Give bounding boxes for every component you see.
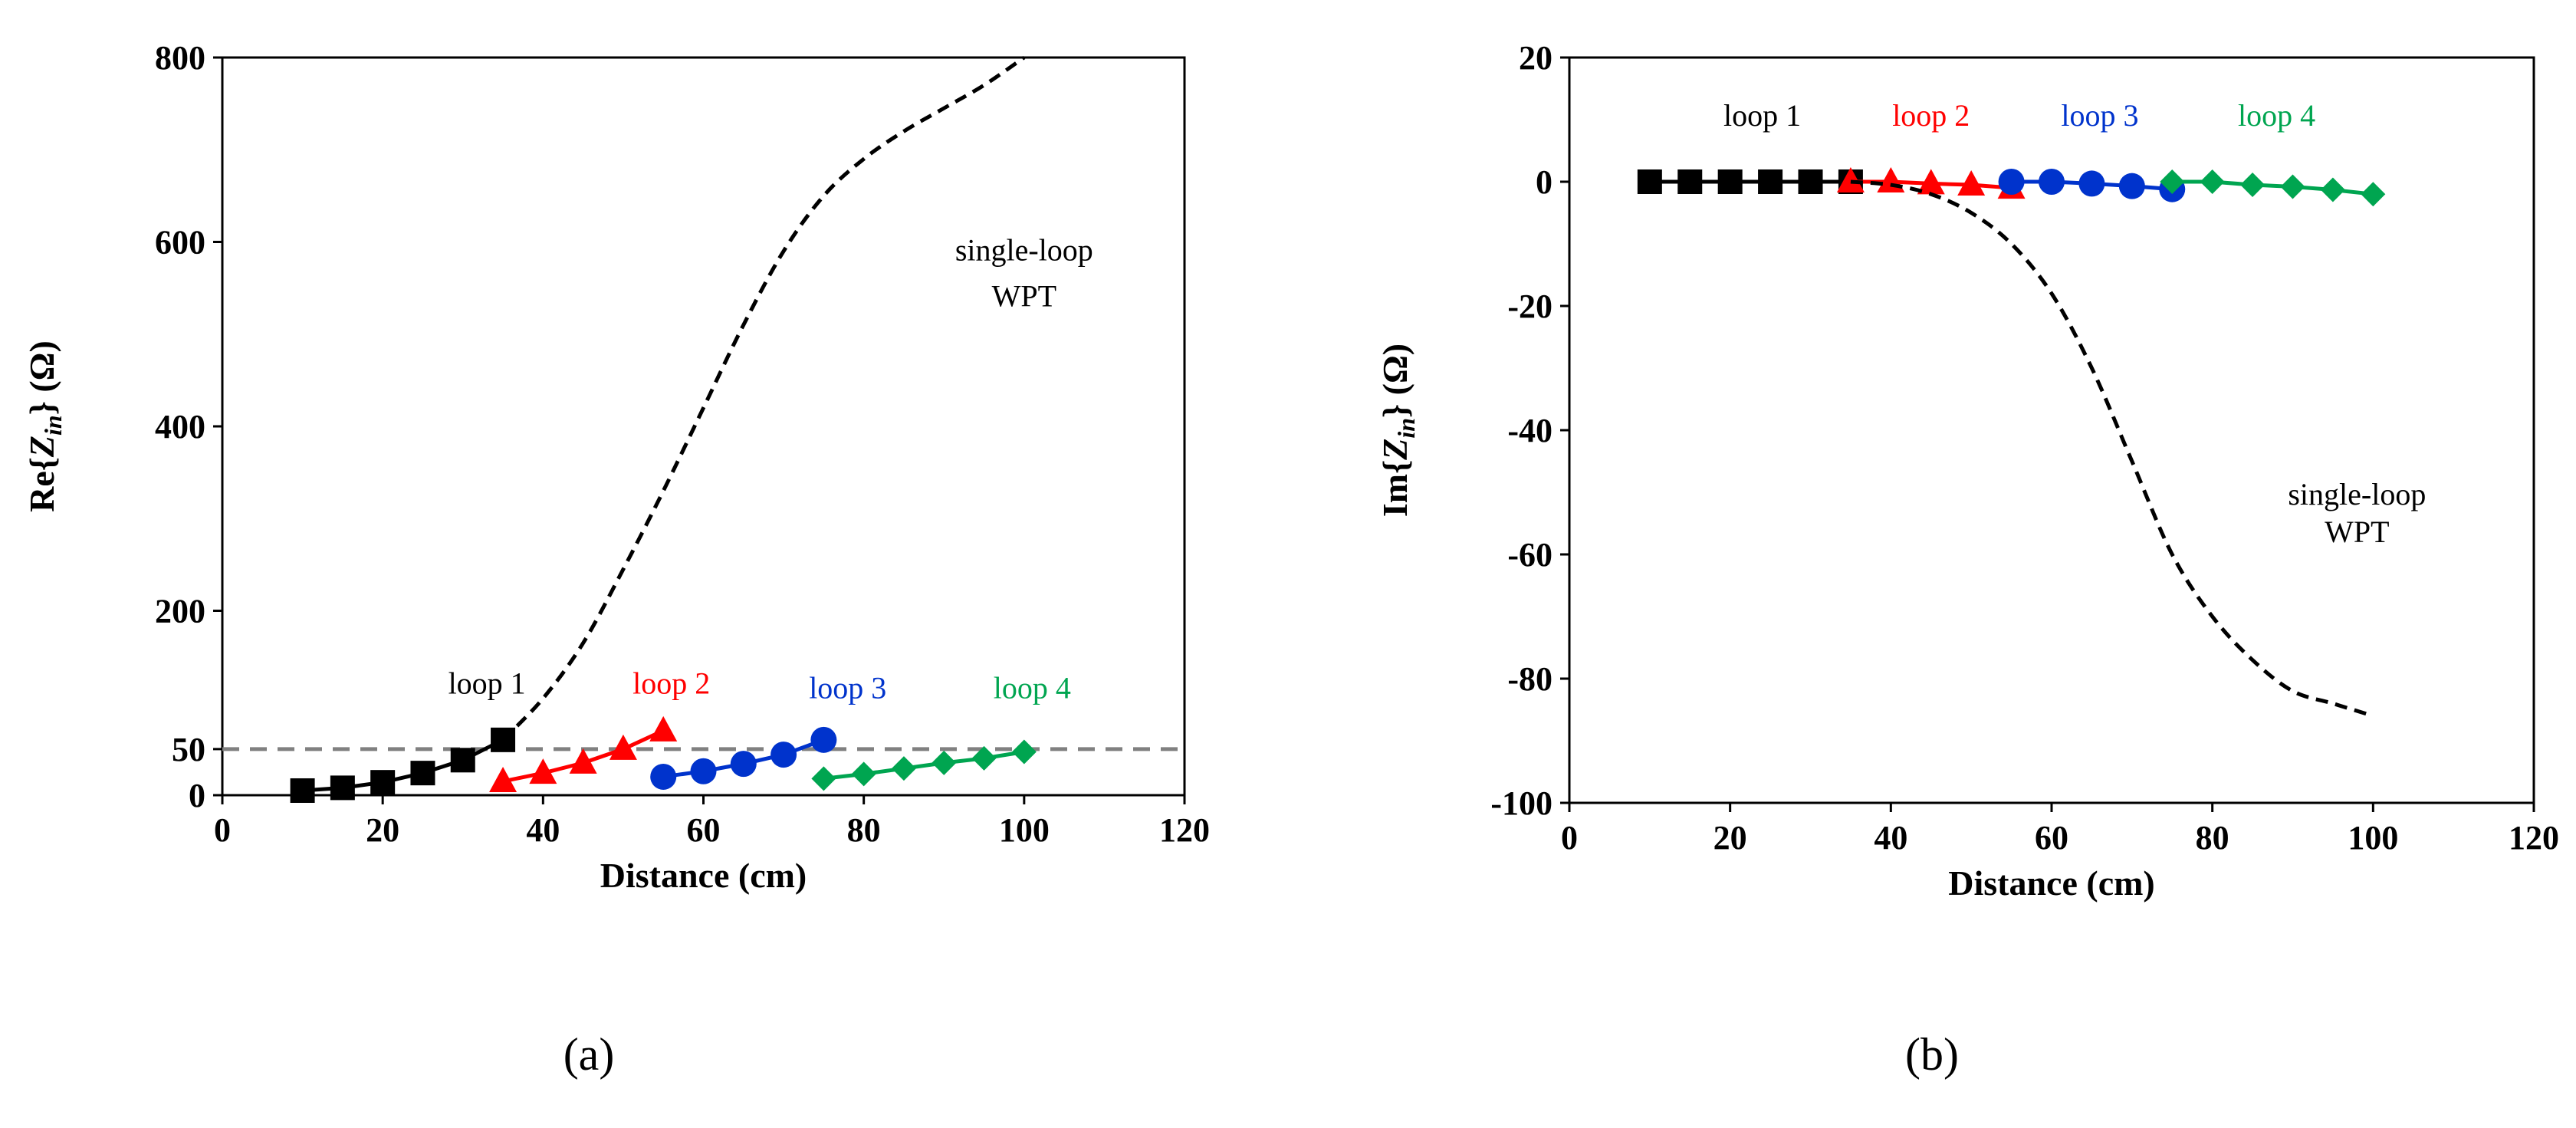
data-point-loop-3 — [1998, 169, 2025, 195]
data-point-loop-4 — [2240, 173, 2266, 198]
annotation: loop 1 — [449, 666, 526, 701]
y-tick-label: -80 — [1507, 660, 1552, 698]
annotation: loop 4 — [2238, 98, 2315, 133]
data-point-loop-4 — [2320, 177, 2345, 202]
x-tick-label: 120 — [1159, 811, 1210, 849]
x-tick-label: 20 — [1714, 819, 1747, 857]
data-point-loop-4 — [891, 756, 916, 781]
y-tick-label: -20 — [1507, 288, 1552, 325]
data-point-loop-1 — [1717, 169, 1743, 194]
data-point-loop-1 — [1758, 169, 1783, 194]
annotation: loop 1 — [1723, 98, 1801, 133]
x-axis-label: Distance (cm) — [1948, 863, 2155, 903]
data-point-loop-1 — [330, 775, 355, 801]
y-axis-label: Im{Zin} (Ω) — [1375, 344, 1420, 517]
y-axis-label-var: Z — [1375, 439, 1414, 461]
data-point-loop-4 — [2361, 182, 2386, 207]
data-point-loop-1 — [1637, 169, 1662, 194]
data-point-loop-1 — [290, 778, 315, 803]
y-axis-label-suffix: } (Ω) — [22, 340, 61, 415]
y-tick-label: -60 — [1507, 536, 1552, 574]
data-point-loop-2 — [1917, 169, 1945, 195]
x-tick-label: 100 — [999, 811, 1050, 849]
y-axis-label: Re{Zin} (Ω) — [22, 340, 67, 512]
data-point-loop-1 — [1798, 169, 1823, 194]
data-point-loop-3 — [690, 758, 717, 784]
annotation: single-loop — [955, 233, 1093, 268]
data-point-loop-2 — [609, 734, 637, 760]
y-axis-label-var: Z — [22, 436, 61, 458]
data-point-loop-4 — [932, 750, 957, 775]
data-point-loop-4 — [971, 745, 997, 771]
y-tick-label: 200 — [155, 593, 205, 630]
data-point-loop-2 — [1836, 167, 1865, 192]
data-point-loop-2 — [489, 766, 518, 792]
y-axis-label-prefix: Re{ — [22, 457, 61, 512]
annotation: loop 3 — [809, 671, 886, 705]
data-point-loop-1 — [450, 748, 475, 773]
x-tick-label: 80 — [847, 811, 881, 849]
y-tick-label: 400 — [155, 408, 205, 446]
y-tick-label: -100 — [1490, 784, 1552, 822]
y-axis-label-sub: in — [39, 415, 67, 436]
x-tick-label: 80 — [2196, 819, 2229, 857]
y-axis-label-sub: in — [1392, 418, 1420, 439]
data-point-loop-3 — [650, 763, 677, 790]
y-tick-label: 0 — [1536, 163, 1552, 201]
data-point-loop-1 — [410, 761, 435, 786]
annotation: WPT — [992, 279, 1056, 314]
y-tick-label: 0 — [189, 777, 205, 814]
data-point-loop-3 — [810, 726, 837, 753]
x-tick-label: 40 — [1874, 819, 1907, 857]
y-axis-label-prefix: Im{ — [1375, 460, 1414, 517]
x-tick-label: 40 — [526, 811, 560, 849]
y-tick-label: 20 — [1519, 39, 1552, 77]
data-point-loop-2 — [569, 748, 597, 774]
data-point-loop-2 — [1957, 170, 1986, 196]
y-axis-label-suffix: } (Ω) — [1375, 344, 1414, 418]
data-point-loop-4 — [2200, 169, 2225, 194]
x-tick-label: 60 — [687, 811, 721, 849]
data-point-loop-3 — [2078, 170, 2105, 197]
x-tick-label: 20 — [366, 811, 399, 849]
x-axis-label: Distance (cm) — [600, 856, 807, 895]
data-point-loop-3 — [2118, 173, 2145, 199]
y-tick-label: 800 — [155, 39, 205, 77]
y-tick-label: 50 — [172, 731, 205, 768]
data-point-loop-4 — [2280, 174, 2305, 199]
series-line-single-loop-wpt — [1850, 179, 2374, 718]
panel-a: 0 20 40 60 80 100 120 0 50 200 400 600 800 Distance (… — [22, 39, 1210, 1080]
x-tick-label: 0 — [214, 811, 231, 849]
y-tick-label: 600 — [155, 224, 205, 261]
x-tick-label: 100 — [2348, 819, 2398, 857]
data-point-loop-4 — [1011, 739, 1037, 765]
annotation: loop 2 — [632, 666, 710, 701]
y-tick-label: -40 — [1507, 412, 1552, 449]
annotation: WPT — [2325, 515, 2389, 549]
series-line-single-loop-wpt — [501, 55, 1026, 742]
data-point-loop-4 — [2160, 169, 2185, 194]
data-point-loop-3 — [730, 751, 757, 778]
annotation: loop 2 — [1892, 98, 1970, 133]
data-point-loop-1 — [370, 770, 396, 795]
data-point-loop-3 — [2039, 169, 2065, 195]
annotation: loop 4 — [994, 671, 1071, 705]
data-point-loop-4 — [851, 761, 876, 787]
data-point-loop-2 — [649, 715, 678, 742]
x-tick-label: 120 — [2509, 819, 2559, 857]
annotation: single-loop — [2288, 477, 2426, 511]
data-point-loop-4 — [811, 766, 836, 791]
panel-label: (b) — [1905, 1029, 1959, 1080]
annotation: loop 3 — [2061, 98, 2138, 133]
panel-b: 0 20 40 60 80 100 120 -100 -80 -60 -40 -20 0 20 Distan… — [1375, 39, 2559, 1080]
x-tick-label: 0 — [1561, 819, 1578, 857]
panel-label: (a) — [564, 1029, 615, 1080]
data-point-loop-1 — [1677, 169, 1703, 194]
data-point-loop-3 — [770, 742, 797, 768]
data-point-loop-2 — [529, 758, 557, 784]
x-tick-label: 60 — [2035, 819, 2068, 857]
